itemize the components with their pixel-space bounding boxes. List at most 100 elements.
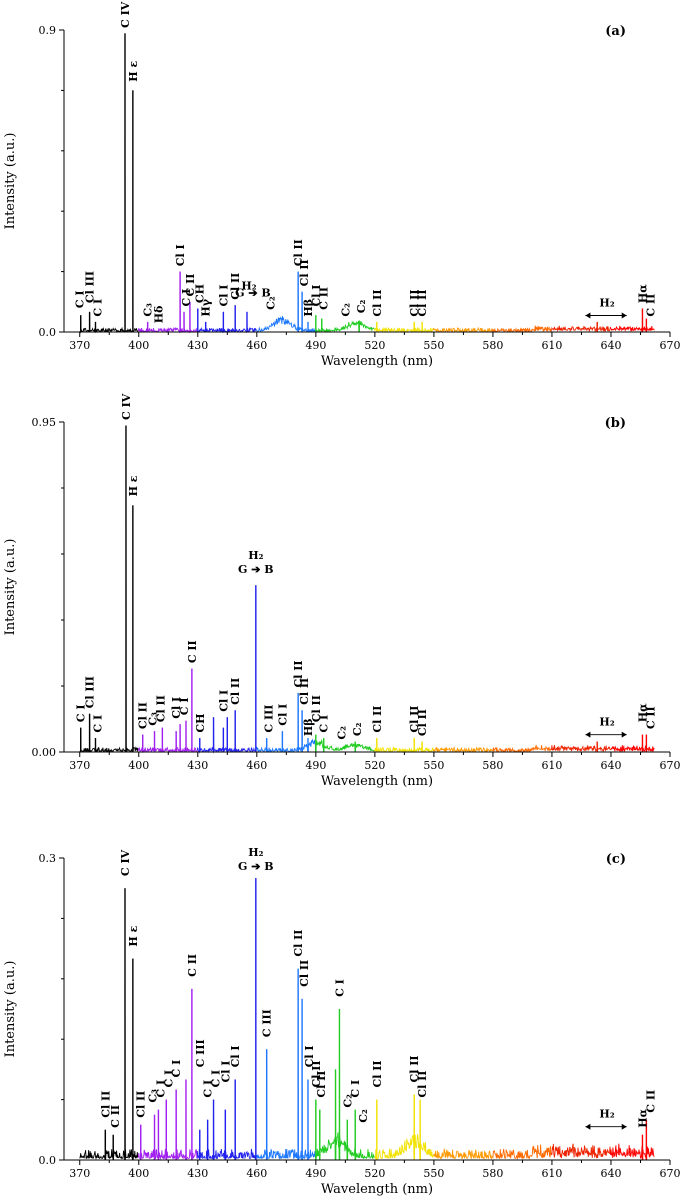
x-tick-label: 610	[541, 1167, 562, 1180]
peak-annotation: Cl II	[310, 695, 323, 722]
peak-annotation: C II	[186, 954, 199, 977]
peak-annotation: C II	[186, 640, 199, 663]
peak-annotation: C I	[170, 1060, 183, 1078]
peak-annotation: Cl II	[298, 960, 311, 987]
peak-annotation: C I	[162, 1070, 175, 1088]
x-tick-label: 490	[305, 1167, 326, 1180]
peak-annotation: Cl II	[416, 709, 429, 736]
peak-annotation: C I	[178, 698, 191, 716]
x-tick-label: 430	[187, 339, 208, 352]
peak-annotation: C II	[109, 1105, 122, 1128]
peak-annotation: Hβ	[302, 718, 315, 736]
peak-annotation: Cl II	[292, 239, 305, 266]
x-tick-label: 400	[128, 1167, 149, 1180]
x-tick-label: 430	[187, 759, 208, 772]
x-tick-label: 670	[660, 339, 681, 352]
x-tick-label: 490	[305, 759, 326, 772]
spectrum-panel-2: 370 400 430 460 490 520 550 580 610 640 670 0.00 0.9…	[3, 393, 681, 789]
y-tick-label: 0.9	[39, 24, 57, 37]
y-axis-title: Intensity (a.u.)	[3, 539, 18, 636]
peak-annotation: C IV	[119, 1, 132, 28]
peak-annotation: Cl III	[84, 676, 97, 708]
y-axis-title: Intensity (a.u.)	[3, 961, 18, 1058]
spectrum-trace-segment	[492, 1144, 552, 1160]
peak-annotation: Hα	[636, 1108, 649, 1127]
peak-annotation: C II	[644, 294, 657, 317]
peak-annotation: H₂	[248, 549, 263, 562]
spectrum-panel-3: 370 400 430 460 490 520 550 580 610 640 670 0.0 0.3 W…	[3, 846, 681, 1197]
spectrum-trace-segment	[432, 746, 493, 753]
peak-annotation: G ➔ B	[238, 563, 274, 576]
peak-annotation: Cl II	[371, 290, 384, 317]
peak-annotation: Hβ	[302, 299, 315, 317]
peak-annotation: Cl II	[154, 695, 167, 722]
h2-range-arrowheads	[585, 1123, 627, 1130]
peak-annotation: CH	[194, 284, 207, 303]
peak-annotation: H₂	[599, 716, 614, 729]
peak-annotation: Cl I	[310, 285, 323, 307]
x-tick-label: 550	[423, 339, 444, 352]
spectrum-trace-segment	[551, 321, 611, 333]
peak-annotation: C₂	[265, 296, 278, 310]
spectrum-trace-segment	[315, 315, 375, 334]
x-tick-label: 370	[69, 759, 90, 772]
peak-annotation: Cl II	[229, 273, 242, 300]
peak-annotation: C I	[333, 979, 346, 997]
peak-annotation: C II	[184, 274, 197, 297]
peak-annotation: C I	[91, 299, 104, 317]
x-axis-title: Wavelength (nm)	[321, 354, 433, 369]
y-tick-label: 0.0	[39, 326, 57, 339]
peak-annotation: CH	[194, 713, 207, 732]
peak-annotation: C III	[263, 705, 276, 733]
x-tick-label: 430	[187, 1167, 208, 1180]
peak-annotation: Hα	[636, 703, 649, 722]
peak-annotation: Cl II	[408, 290, 421, 317]
peak-annotation: H ε	[127, 475, 140, 496]
x-tick-label: 400	[128, 339, 149, 352]
spectrum-trace-segment	[551, 741, 611, 753]
peak-annotation: Cl II	[298, 259, 311, 286]
peak-annotation: C III	[261, 1009, 274, 1037]
peak-annotation: Cl II	[416, 290, 429, 317]
peak-annotation: C IV	[120, 393, 133, 420]
x-tick-label: 670	[660, 759, 681, 772]
peak-annotation: C₂	[355, 299, 368, 313]
peak-annotation: H₂	[599, 1108, 614, 1121]
x-tick-label: 640	[600, 759, 621, 772]
peak-annotation: Cl II	[292, 930, 305, 957]
peak-annotation: H₂	[248, 846, 263, 859]
peak-annotation: C I	[210, 1070, 223, 1088]
peak-annotation: C₂	[341, 1094, 354, 1108]
x-tick-label: 520	[364, 759, 385, 772]
spectrum-trace-segment	[432, 1148, 493, 1160]
y-tick-label: 0.00	[32, 746, 57, 759]
peak-annotation: Cl I	[229, 1045, 242, 1067]
peak-annotation: C₂	[351, 722, 364, 736]
peak-annotation: Cl II	[292, 660, 305, 687]
peak-annotation: C IV	[119, 849, 132, 876]
x-tick-label: 490	[305, 339, 326, 352]
h2-range-arrowheads	[585, 312, 627, 319]
y-axis-title: Intensity (a.u.)	[3, 133, 18, 230]
x-tick-label: 400	[128, 759, 149, 772]
peak-annotation: Cl II	[408, 1055, 421, 1082]
peak-annotation: H₂	[599, 297, 614, 310]
peak-annotation: C I	[318, 715, 331, 733]
peak-annotation: C II	[318, 287, 331, 310]
spectrum-trace-segment	[374, 1094, 434, 1161]
x-tick-label: 520	[364, 1167, 385, 1180]
peak-annotation: Hα	[636, 284, 649, 303]
peak-annotation: Cl II	[371, 1060, 384, 1087]
peak-annotation: C I	[74, 290, 87, 308]
peak-annotation: Cl I	[217, 690, 230, 712]
peak-annotation: C III	[194, 1039, 207, 1067]
peak-annotation: C₃	[142, 303, 155, 317]
peak-annotation: C II	[644, 706, 657, 729]
x-tick-label: 610	[541, 759, 562, 772]
x-axis-title: Wavelength (nm)	[321, 774, 433, 789]
peak-annotation: C I	[75, 704, 88, 722]
x-tick-label: 580	[482, 339, 503, 352]
x-tick-label: 580	[482, 759, 503, 772]
peak-annotation: Hγ	[200, 298, 213, 316]
